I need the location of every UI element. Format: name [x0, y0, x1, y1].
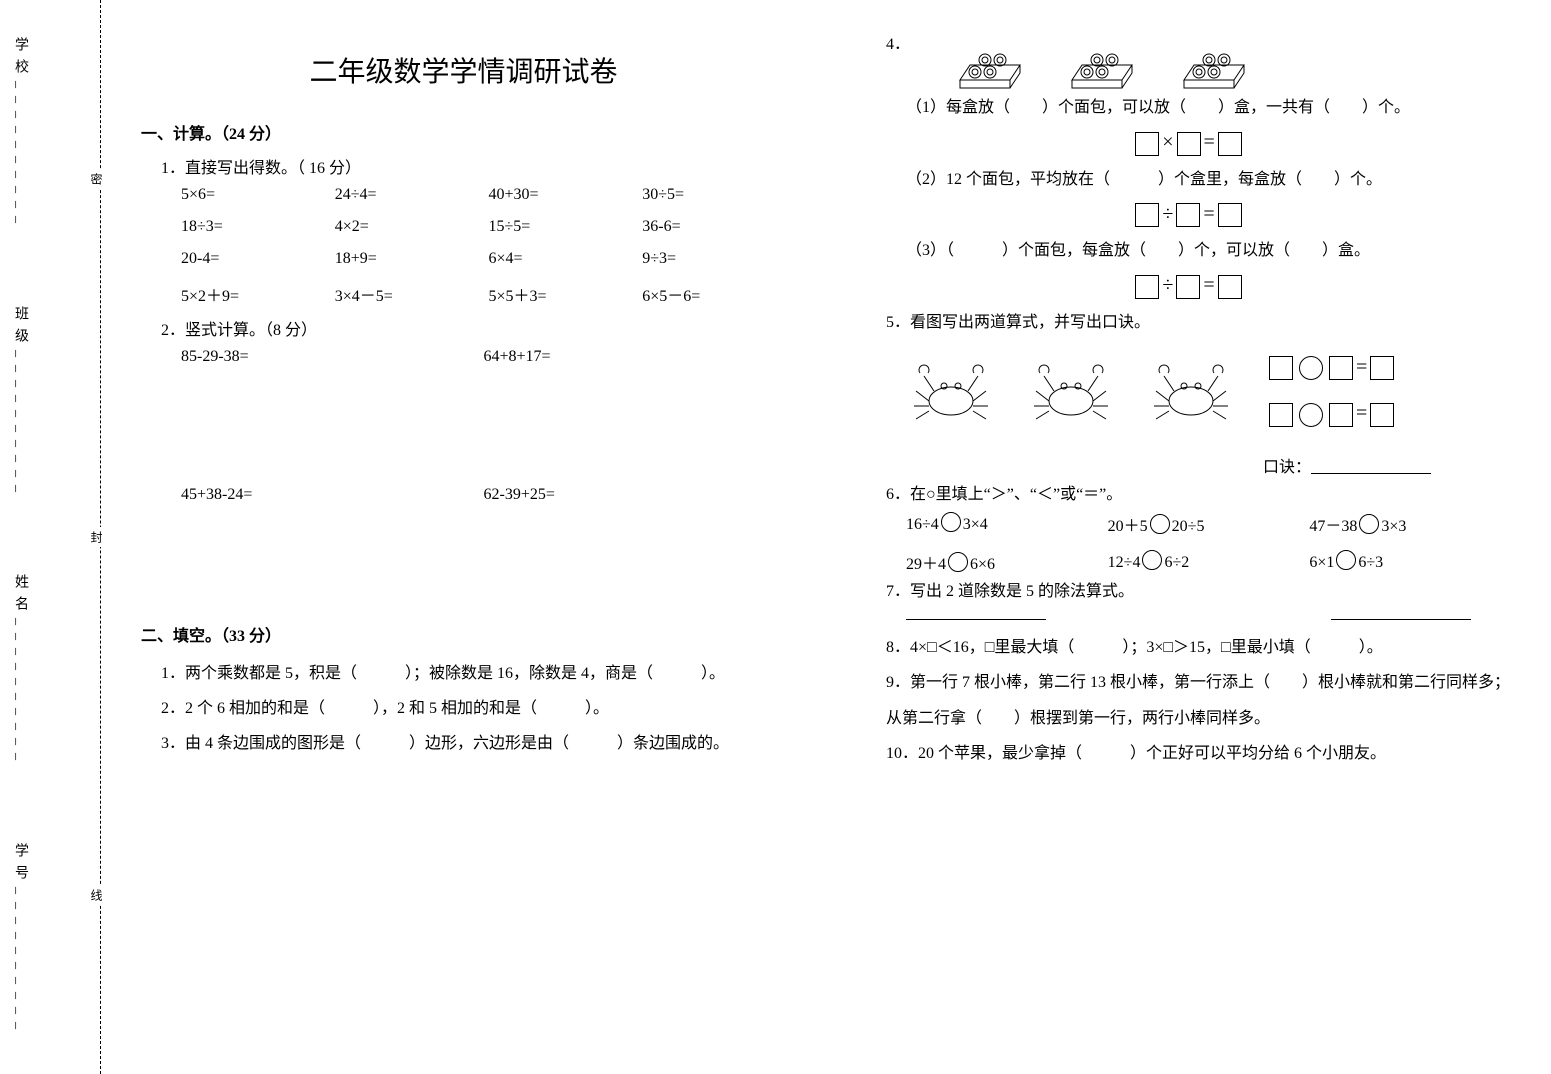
calc-item: 9÷3= — [642, 250, 786, 268]
spine-mark-mi: 密 — [88, 169, 105, 189]
spine-mark-feng: 封 — [88, 527, 105, 547]
cmp-item: 29＋46×6 — [906, 550, 1108, 574]
cmp-item: 12÷46÷2 — [1108, 550, 1310, 574]
op-eq: = — [1203, 274, 1214, 296]
q4-row: 4． — [886, 30, 1511, 90]
calc-item: 24÷4= — [335, 186, 479, 204]
exam-title: 二年级数学学情调研试卷 — [141, 50, 786, 90]
op-eq: = — [1356, 356, 1367, 378]
bread-box-icon — [1062, 30, 1134, 90]
left-column: 二年级数学学情调研试卷 一、计算。（24 分） 1．直接写出得数。（ 16 分）… — [101, 0, 826, 1074]
spine-mark-xian: 线 — [88, 885, 105, 905]
vertical-calc-grid: 85-29-38= 64+8+17= 45+38-24= 62-39+25= — [181, 348, 786, 504]
sec1-sub2: 2．竖式计算。（8 分） — [161, 316, 786, 340]
q1: 1．两个乘数都是 5，积是（ ）；被除数是 16，除数是 4，商是（ ）。 — [161, 656, 786, 691]
op-eq: = — [1204, 131, 1215, 153]
q4-3: （3）（ ）个面包，每盒放（ ）个，可以放（ ）盒。 — [906, 233, 1511, 268]
calc-item: 3×4－5= — [335, 282, 479, 306]
cmp-item: 47－383×3 — [1309, 512, 1511, 536]
q9: 9．第一行 7 根小棒，第二行 13 根小棒，第一行添上（ ）根小棒就和第二行同… — [886, 665, 1511, 735]
cmp-item: 20＋520÷5 — [1108, 512, 1310, 536]
calc-item: 20-4= — [181, 250, 325, 268]
vert-item: 64+8+17= — [484, 348, 787, 366]
q8: 8．4×□＜16，□里最大填（ ）；3×□＞15，□里最小填（ ）。 — [886, 630, 1511, 665]
op-eq: = — [1203, 203, 1214, 225]
calc-item: 36-6= — [642, 218, 786, 236]
op-mul: × — [1162, 131, 1173, 153]
q4-2-boxes: ÷= — [866, 203, 1511, 227]
sec1-sub1: 1．直接写出得数。（ 16 分） — [161, 154, 786, 178]
q6: 6．在○里填上“＞”、“＜”或“＝”。 — [886, 477, 1511, 512]
q2: 2．2 个 6 相加的和是（ ），2 和 5 相加的和是（ ）。 — [161, 691, 786, 726]
calc-item: 5×5＋3= — [489, 282, 633, 306]
binding-spine: 学校__________ 班级__________ 姓名__________ 学… — [0, 0, 101, 1074]
op-div: ÷ — [1162, 274, 1173, 296]
right-column: 4． — [826, 0, 1551, 1074]
compare-grid: 16÷43×4 20＋520÷5 47－383×3 29＋46×6 12÷46÷… — [906, 512, 1511, 574]
spine-name: 姓名__________ — [10, 574, 30, 768]
q4-1-boxes: ×= — [866, 131, 1511, 155]
calc-item: 6×5－6= — [642, 282, 786, 306]
crab-icon — [1146, 361, 1236, 421]
q4-1: （1）每盒放（ ）个面包，可以放（ ）盒，一共有（ ）个。 — [906, 90, 1511, 125]
calc-item: 40+30= — [489, 186, 633, 204]
calc-item: 15÷5= — [489, 218, 633, 236]
q3: 3．由 4 条边围成的图形是（ ）边形，六边形是由（ ）条边围成的。 — [161, 726, 786, 761]
calc-item: 6×4= — [489, 250, 633, 268]
q7-blanks — [906, 619, 1471, 620]
op-eq: = — [1356, 402, 1367, 424]
calc-item: 18÷3= — [181, 218, 325, 236]
section-1-head: 一、计算。（24 分） — [141, 120, 786, 144]
vert-item: 62-39+25= — [484, 486, 787, 504]
vert-item: 45+38-24= — [181, 486, 484, 504]
spine-number: 学号__________ — [10, 843, 30, 1037]
calc-item: 5×2＋9= — [181, 282, 325, 306]
spine-school: 学校__________ — [10, 37, 30, 231]
mental-calc-grid: 5×6= 24÷4= 40+30= 30÷5= 18÷3= 4×2= 15÷5=… — [181, 186, 786, 306]
cmp-item: 6×16÷3 — [1309, 550, 1511, 574]
bread-box-icon — [950, 30, 1022, 90]
op-div: ÷ — [1162, 203, 1173, 225]
section-2-head: 二、填空。（33 分） — [141, 622, 786, 646]
q5: 5．看图写出两道算式，并写出口诀。 — [886, 305, 1511, 340]
calc-item: 18+9= — [335, 250, 479, 268]
calc-item: 4×2= — [335, 218, 479, 236]
vert-item: 85-29-38= — [181, 348, 484, 366]
q4-3-boxes: ÷= — [866, 274, 1511, 298]
cmp-item: 16÷43×4 — [906, 512, 1108, 536]
q10: 10．20 个苹果，最少拿掉（ ）个正好可以平均分给 6 个小朋友。 — [886, 736, 1511, 771]
crab-icon — [906, 361, 996, 421]
crab-icon — [1026, 361, 1116, 421]
q4-2: （2）12 个面包，平均放在（ ）个盒里，每盒放（ ）个。 — [906, 162, 1511, 197]
kou-jue-label: 口诀： — [1263, 459, 1311, 476]
calc-item: 5×6= — [181, 186, 325, 204]
q7: 7．写出 2 道除数是 5 的除法算式。 — [886, 574, 1511, 609]
q4-number: 4． — [886, 30, 910, 54]
q5-equation-stack: = = — [1266, 350, 1397, 433]
q5-figure-row: = = — [906, 350, 1511, 433]
spine-class: 班级__________ — [10, 306, 30, 500]
kou-jue: 口诀： — [866, 453, 1431, 477]
bread-box-icon — [1174, 30, 1246, 90]
calc-item: 30÷5= — [642, 186, 786, 204]
